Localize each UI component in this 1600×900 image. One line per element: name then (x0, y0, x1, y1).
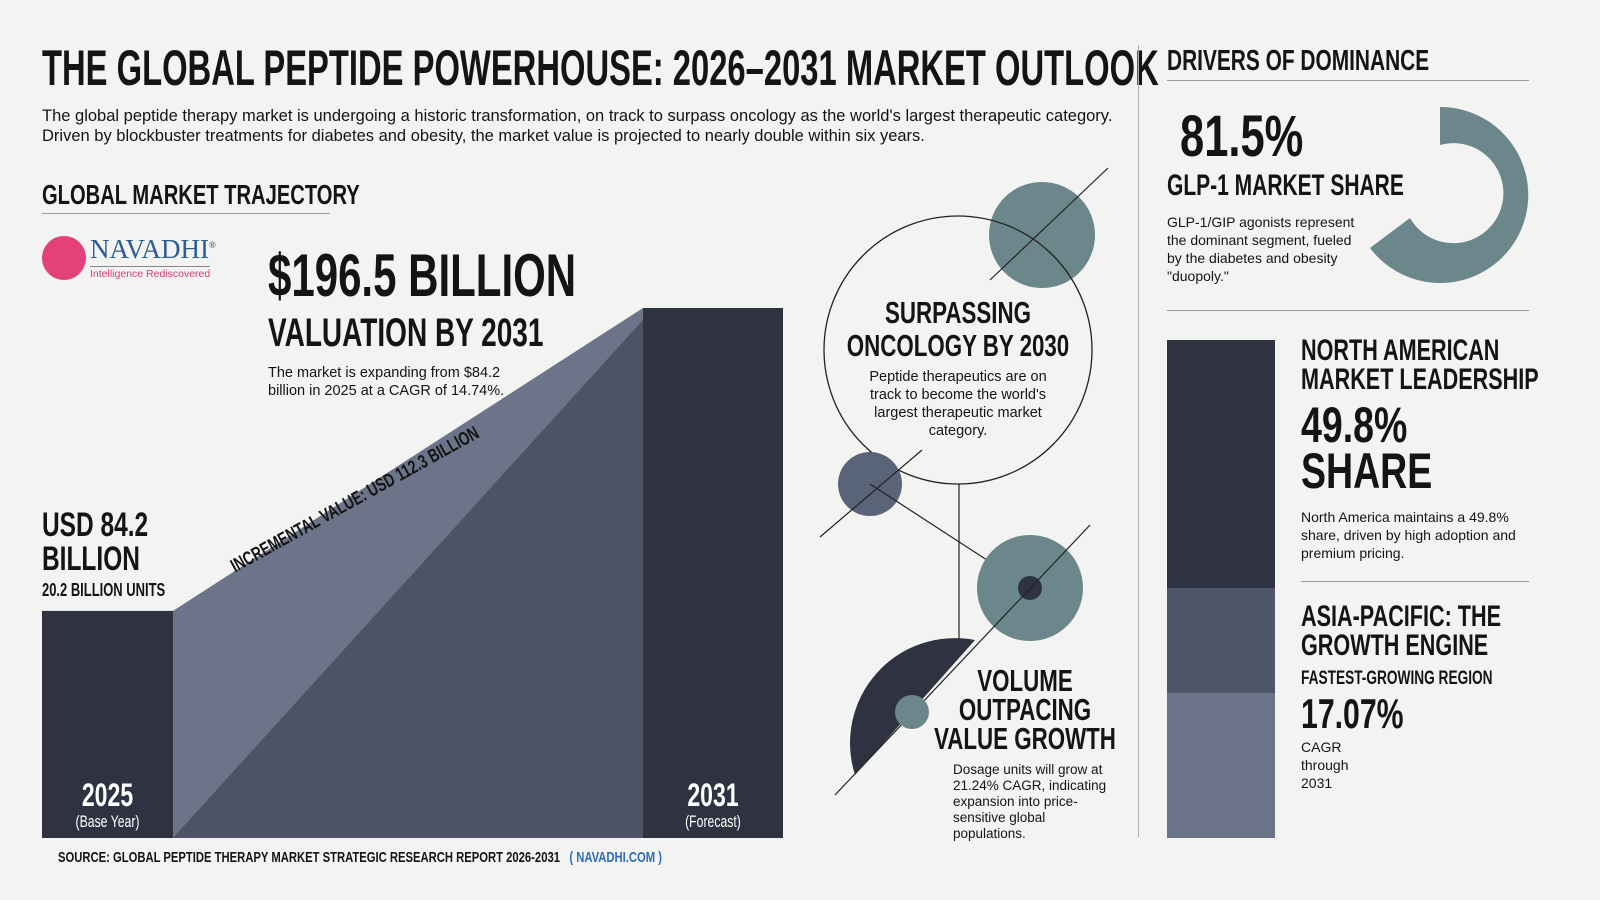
divider (1301, 581, 1529, 582)
page-title: THE GLOBAL PEPTIDE POWERHOUSE: 2026–2031… (42, 40, 1159, 96)
donut-arc (1370, 106, 1529, 283)
divider (1167, 310, 1529, 311)
heading-underline (1167, 80, 1529, 81)
growth-fill-dark (173, 320, 643, 838)
apac-title: ASIA-PACIFIC: THE GROWTH ENGINE (1301, 600, 1501, 662)
volume-title: VOLUME OUTPACING VALUE GROWTH (934, 663, 1116, 756)
headline-desc: The market is expanding from $84.2 billi… (268, 365, 505, 399)
teal-dot (895, 695, 929, 729)
bar-2031 (643, 308, 783, 838)
oncology-title: SURPASSING ONCOLOGY BY 2030 (846, 295, 1070, 363)
regional-stacked-bar (1167, 340, 1275, 838)
oncology-desc: Peptide therapeutics are on track to bec… (869, 369, 1047, 439)
heading-underline (42, 213, 330, 214)
segment-asia-pacific (1167, 588, 1275, 693)
headline-value: $196.5 BILLION (268, 242, 577, 309)
base-value: USD 84.2 BILLION (42, 506, 149, 578)
column-divider (1138, 45, 1139, 837)
base-units: 20.2 BILLION UNITS (42, 580, 166, 600)
oncology-ring (823, 215, 1093, 485)
bar-2025 (42, 610, 173, 838)
bar-label-2025: 2025 (Base Year) (75, 777, 140, 831)
na-title: NORTH AMERICAN MARKET LEADERSHIP (1301, 334, 1539, 396)
segment-north-america (1167, 340, 1275, 588)
na-value: 49.8% SHARE (1301, 397, 1433, 499)
intro-text: The global peptide therapy market is und… (42, 107, 1113, 145)
tree-logo-icon (42, 236, 86, 280)
section-heading-trajectory: GLOBAL MARKET TRAJECTORY (42, 179, 360, 210)
apac-sub: FASTEST-GROWING REGION (1301, 668, 1493, 689)
apac-value-label: CAGR through 2031 (1301, 739, 1349, 791)
headline-sub: VALUATION BY 2031 (268, 311, 544, 355)
glp1-value: 81.5% (1180, 104, 1304, 169)
source-link[interactable]: ( NAVADHI.COM ) (569, 849, 663, 866)
glp1-desc: GLP-1/GIP agonists represent the dominan… (1167, 214, 1355, 284)
bar-label-2031: 2031 (Forecast) (685, 777, 741, 831)
apac-value: 17.07% (1301, 690, 1404, 737)
glp1-title: GLP-1 MARKET SHARE (1167, 169, 1404, 202)
volume-desc: Dosage units will grow at 21.24% CAGR, i… (953, 762, 1107, 841)
na-desc: North America maintains a 49.8% share, d… (1301, 509, 1516, 561)
teal-circle-top (989, 182, 1095, 288)
section-heading-drivers: DRIVERS OF DOMINANCE (1167, 45, 1430, 77)
navadhi-logo: NAVADHI® Intelligence Rediscovered (42, 234, 232, 282)
source-line: SOURCE: GLOBAL PEPTIDE THERAPY MARKET ST… (58, 849, 663, 866)
